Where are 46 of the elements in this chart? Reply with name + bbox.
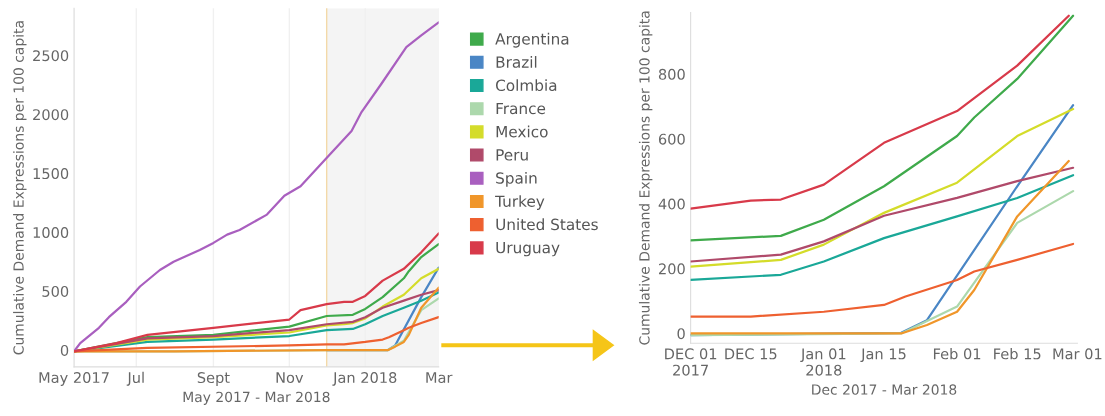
line-series (690, 14, 1075, 242)
x-tick-label: DEC 15 (725, 348, 777, 360)
y-tick-label: 1000 (33, 227, 69, 239)
legend-label: Mexico (496, 125, 548, 138)
line-series (690, 14, 1070, 210)
y-tick-label: 500 (42, 285, 69, 297)
legend-label: Brazil (496, 56, 537, 68)
line-series (690, 242, 1075, 318)
line-series (690, 107, 1075, 268)
y-tick-label: 800 (658, 68, 685, 80)
line-series (690, 166, 1075, 263)
x-tick-label: Jan 2018 (332, 372, 397, 386)
legend-label: Uruguay (496, 242, 560, 257)
legend-label: United States (496, 218, 598, 231)
y-tick-label: 400 (658, 198, 685, 210)
line-series (690, 159, 1070, 335)
x-tick-label: Jan 15 (860, 348, 906, 363)
y-tick-label: 1500 (33, 168, 69, 180)
y-tick-label: 2500 (33, 50, 69, 62)
legend-label: Colmbia (495, 79, 557, 92)
legend-label: France (496, 102, 546, 115)
x-tick-label: May 2017 (39, 372, 109, 386)
x-tick-label: Sept (197, 372, 230, 386)
legend-label: Argentina (495, 32, 569, 48)
y-tick-label: 2000 (33, 109, 69, 121)
x-tick-label: Jul (126, 371, 144, 386)
x-tick-label: Mar 01 (1053, 348, 1102, 360)
legend-label: Peru (496, 149, 528, 161)
line-series (74, 21, 439, 353)
legend-label: Turkey (495, 195, 545, 210)
x-tick-label: Feb 15 (994, 348, 1041, 360)
y-tick-label: 200 (659, 263, 685, 275)
x-axis-title: May 2017 - Mar 2018 (183, 391, 330, 405)
y-tick-label: 0 (677, 328, 685, 340)
line-series (690, 174, 1075, 282)
x-tick-label: DEC 01 2017 (665, 348, 717, 376)
x-tick-label: Nov (276, 372, 304, 384)
y-tick-label: 600 (658, 133, 685, 145)
x-tick-label: Feb 01 (933, 348, 981, 360)
y-tick-label: 0 (60, 344, 69, 356)
y-axis-title: Cumulative Demand Expressions per 100 capita (638, 11, 653, 345)
x-axis-title: Dec 2017 - Mar 2018 (812, 384, 957, 395)
x-tick-label: Jan 01 2018 (800, 348, 846, 376)
x-tick-label: Mar (426, 372, 453, 384)
y-axis-title: Cumulative Demand Expressions per 100 capita (13, 21, 27, 355)
legend-label: Spain (496, 171, 537, 187)
